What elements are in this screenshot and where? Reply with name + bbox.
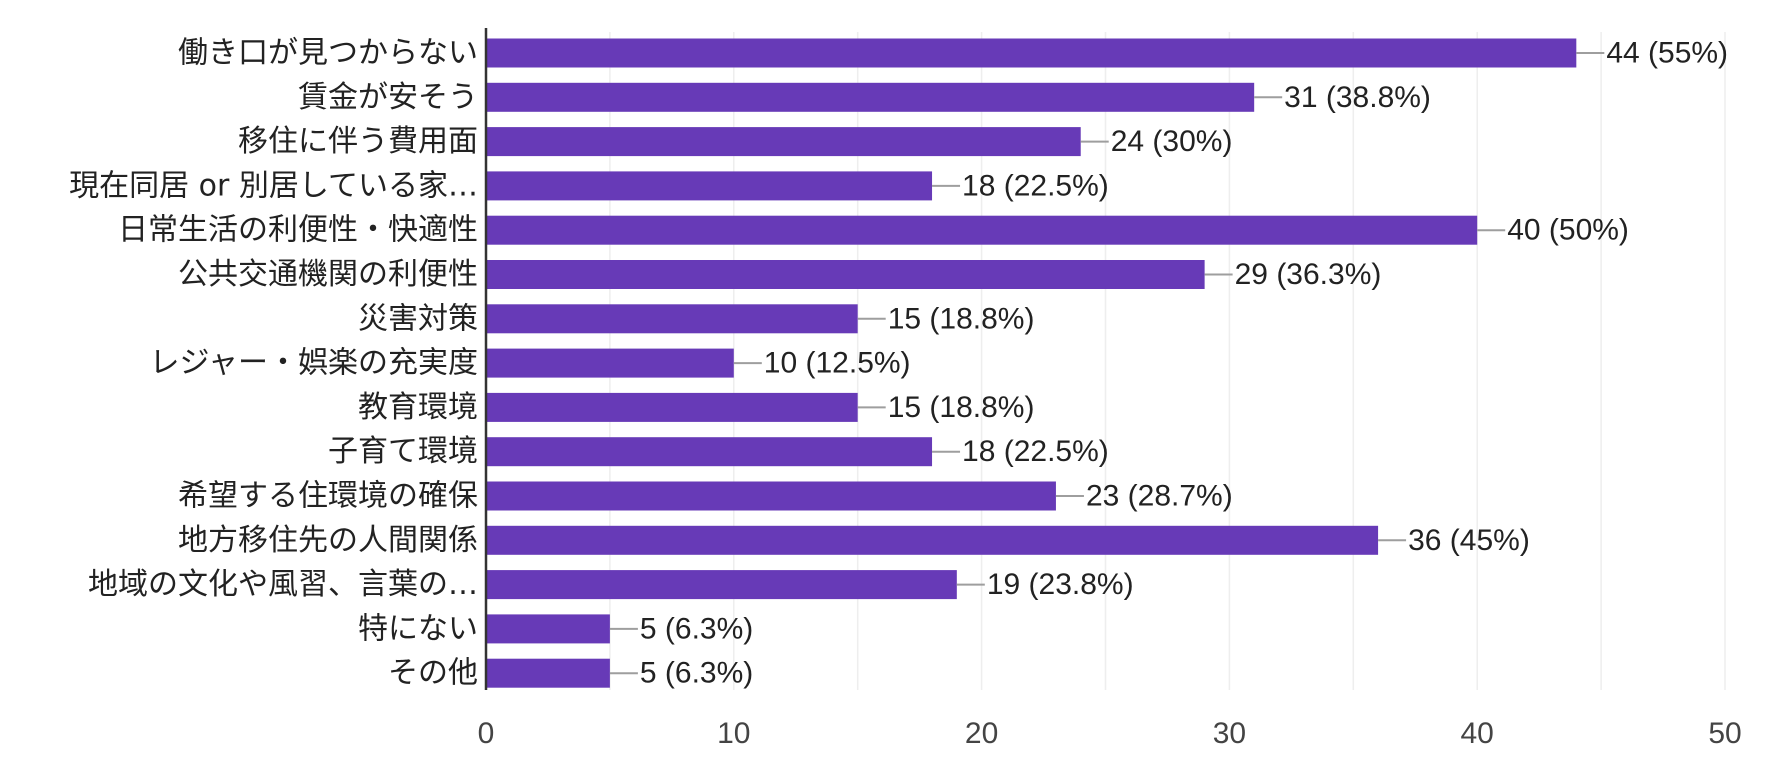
category-label: 特にない <box>358 611 478 646</box>
category-label: 現在同居 or 別居している家… <box>69 168 478 203</box>
x-tick-label: 0 <box>478 717 495 750</box>
bar <box>486 570 957 600</box>
data-label: 15 (18.8%) <box>888 391 1035 424</box>
category-label: 災害対策 <box>358 301 478 336</box>
bar <box>486 38 1577 68</box>
data-label: 44 (55%) <box>1606 37 1728 70</box>
bar <box>486 658 610 688</box>
x-tick-label: 10 <box>717 717 750 750</box>
data-label: 5 (6.3%) <box>640 612 753 645</box>
x-tick-label: 40 <box>1461 717 1494 750</box>
x-tick-label: 20 <box>965 717 998 750</box>
bar <box>486 171 933 201</box>
bar <box>486 260 1205 289</box>
data-labels: 44 (55%)31 (38.8%)24 (30%)18 (22.5%)40 (… <box>640 37 1728 690</box>
data-label: 24 (30%) <box>1111 125 1233 158</box>
data-label: 18 (22.5%) <box>962 435 1109 468</box>
category-label: 子育て環境 <box>328 434 478 469</box>
data-label: 10 (12.5%) <box>764 347 911 380</box>
bar <box>486 348 734 378</box>
bar <box>486 215 1478 245</box>
category-label: 地方移住先の人間関係 <box>178 523 478 558</box>
category-label: 移住に伴う費用面 <box>238 124 478 159</box>
category-label: 働き口が見つからない <box>178 36 478 71</box>
data-label: 29 (36.3%) <box>1235 258 1382 291</box>
data-label: 19 (23.8%) <box>987 568 1134 601</box>
category-label: 地域の文化や風習、言葉の… <box>88 567 478 602</box>
data-label: 36 (45%) <box>1408 524 1530 557</box>
bar <box>486 525 1379 555</box>
bar <box>486 304 858 334</box>
bar <box>486 614 610 644</box>
category-label: 日常生活の利便性・快適性 <box>118 213 478 248</box>
bar <box>486 82 1255 112</box>
bars <box>486 38 1577 688</box>
leader-lines <box>609 52 1605 675</box>
data-label: 18 (22.5%) <box>962 169 1109 202</box>
data-label: 5 (6.3%) <box>640 657 753 690</box>
x-axis-tick-labels: 0 10 20 30 40 50 <box>478 717 1742 750</box>
category-label: 教育環境 <box>358 390 478 425</box>
category-label: 希望する住環境の確保 <box>178 479 478 514</box>
x-tick-label: 30 <box>1213 717 1246 750</box>
data-label: 40 (50%) <box>1507 214 1629 247</box>
bar <box>486 127 1081 157</box>
category-label: レジャー・娯楽の充実度 <box>150 346 479 381</box>
category-label: その他 <box>388 656 478 691</box>
bar <box>486 437 933 467</box>
bar <box>486 392 858 422</box>
data-label: 23 (28.7%) <box>1086 480 1233 513</box>
category-label: 公共交通機関の利便性 <box>178 257 478 292</box>
data-label: 31 (38.8%) <box>1284 81 1431 114</box>
category-label: 賃金が安そう <box>298 80 478 115</box>
x-tick-label: 50 <box>1708 717 1741 750</box>
bar <box>486 481 1056 511</box>
data-label: 15 (18.8%) <box>888 302 1035 335</box>
